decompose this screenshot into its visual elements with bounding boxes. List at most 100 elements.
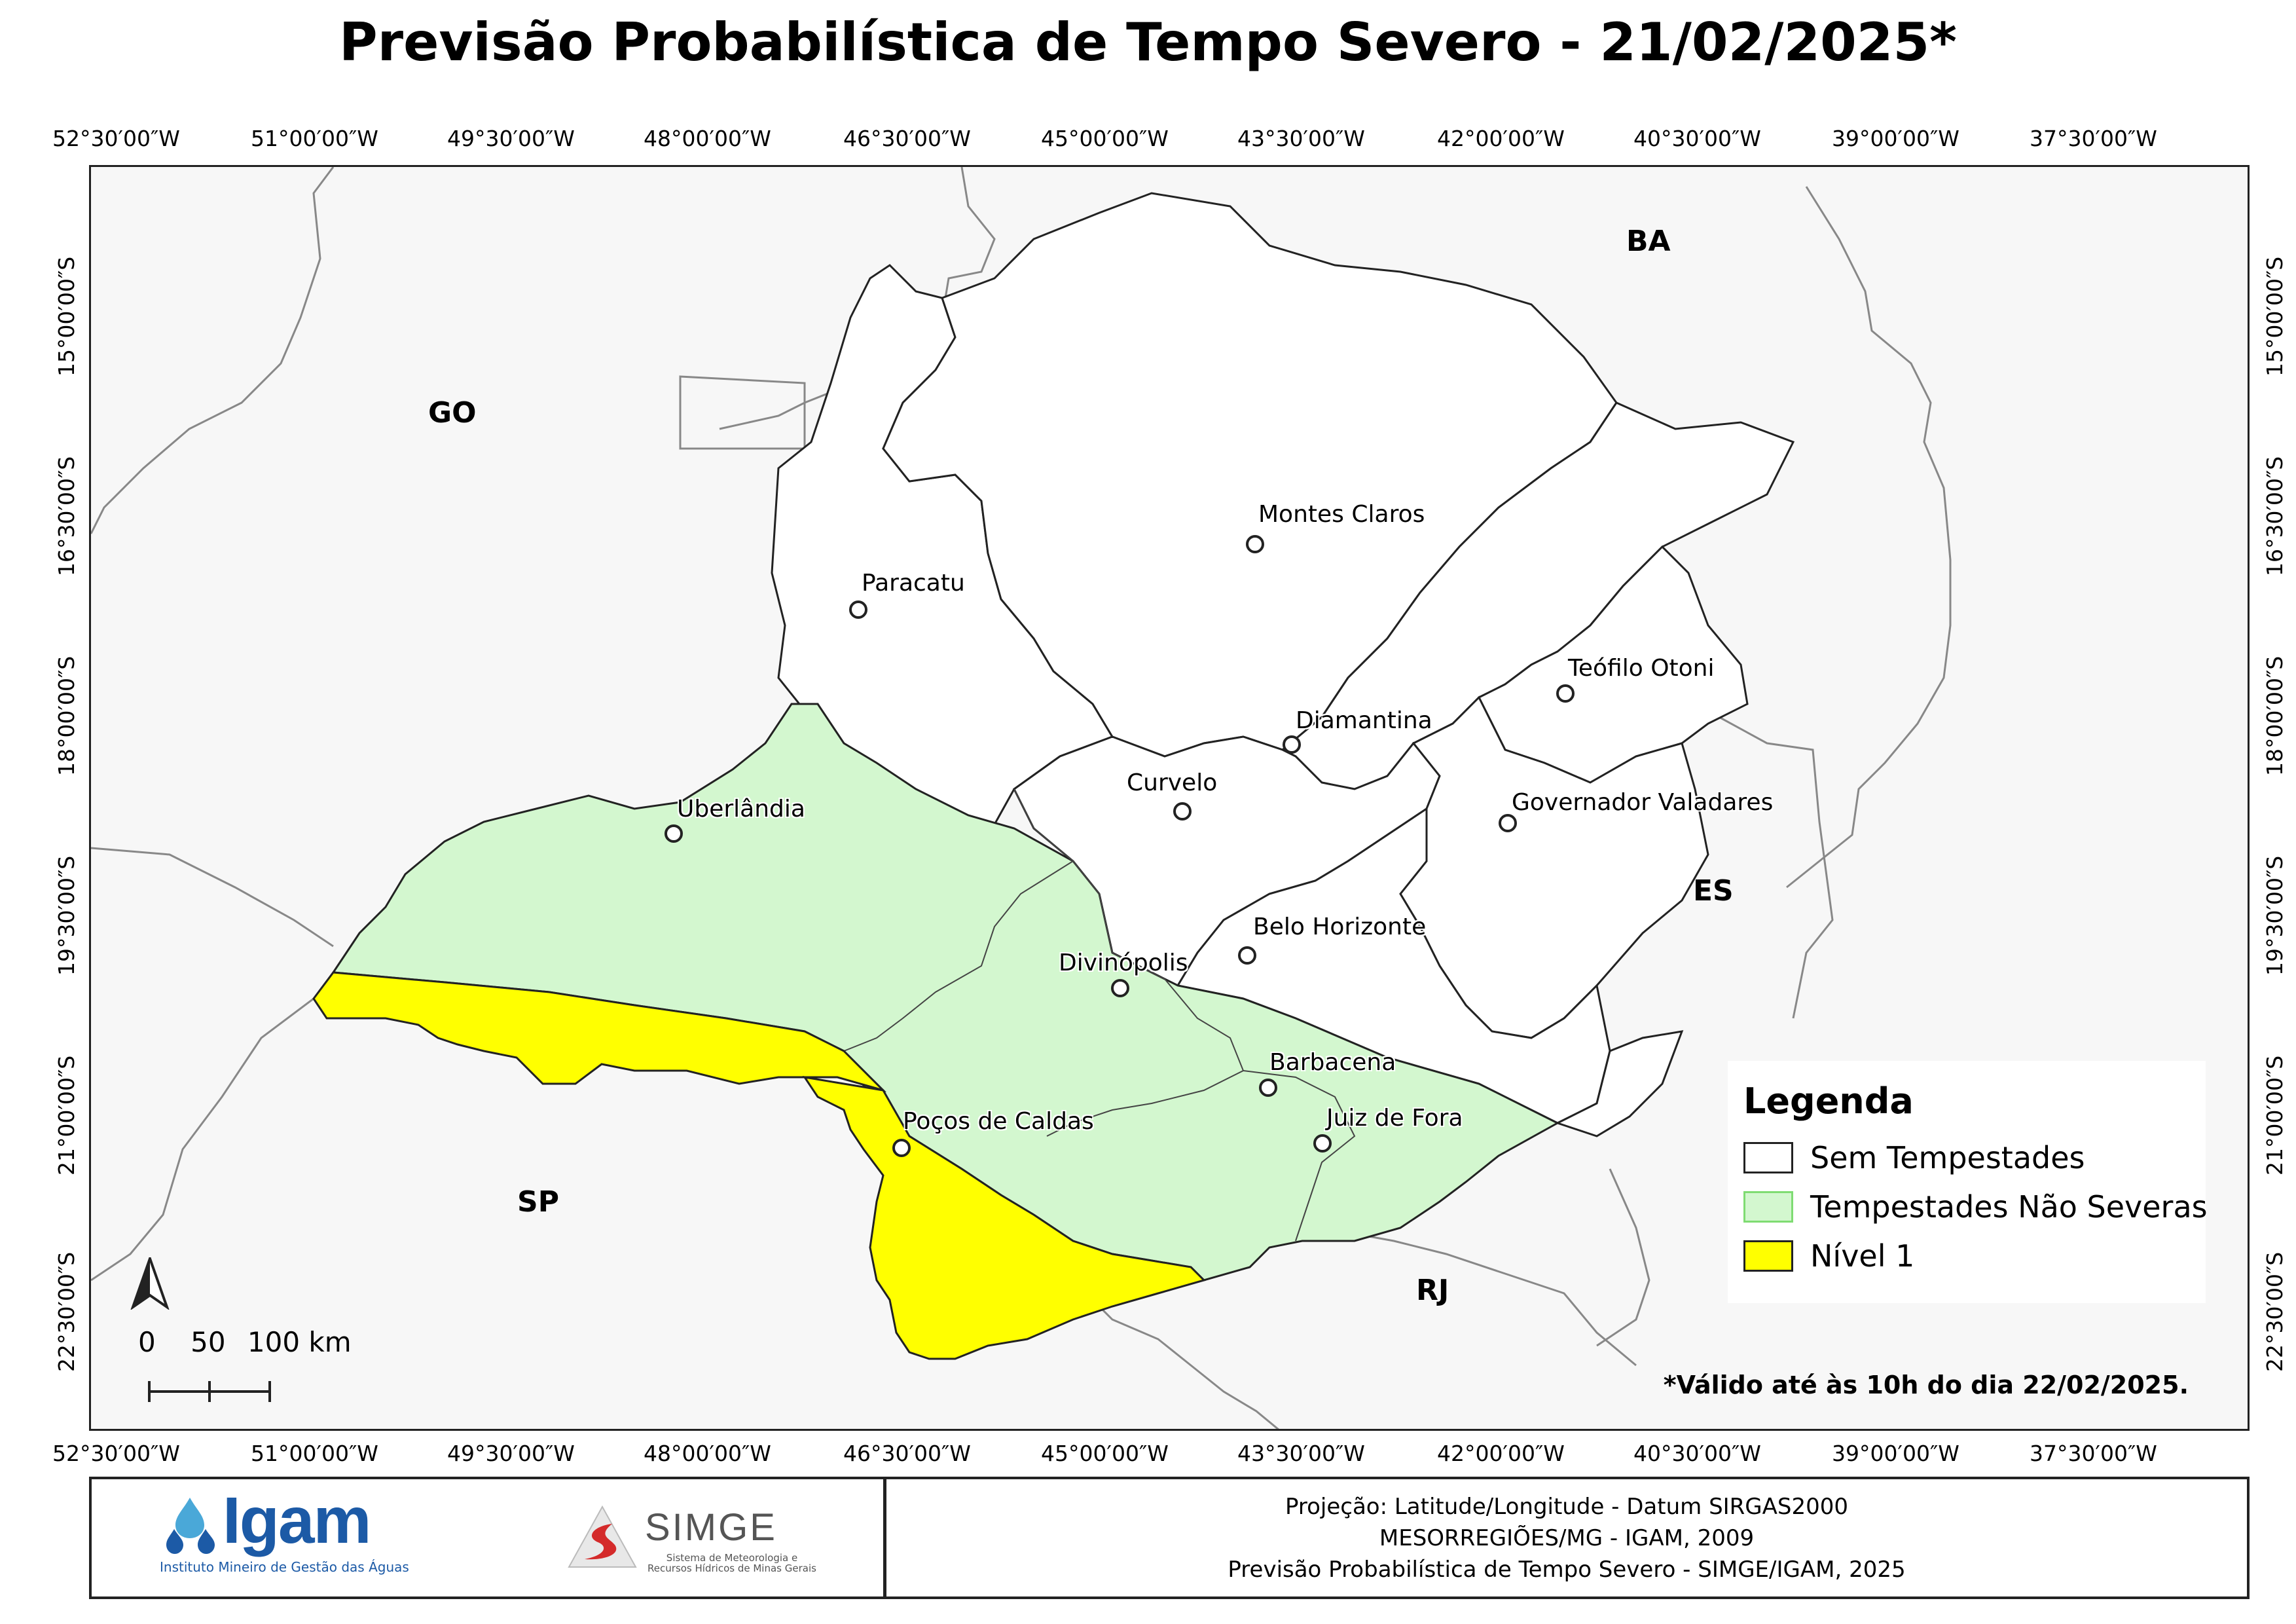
region-border-line <box>843 788 1074 1052</box>
lat-label-left: 16°30′00″S <box>54 456 79 576</box>
lon-label-bottom: 37°30′00″W <box>2030 1441 2157 1466</box>
state-border-line <box>1596 1168 1650 1347</box>
lon-label-bottom: 45°00′00″W <box>1041 1441 1169 1466</box>
igam-logo-icon <box>157 1492 223 1567</box>
state-label-ba: BA <box>1626 225 1671 258</box>
region-border-line <box>1046 860 1245 1137</box>
city-label-uberlandia: Uberlândia <box>677 796 805 822</box>
legend-label: Nível 1 <box>1810 1238 1915 1274</box>
state-label-go: GO <box>428 396 477 430</box>
lat-label-right: 21°00′00″S <box>2262 1055 2287 1175</box>
city-label-barbacena: Barbacena <box>1269 1049 1396 1076</box>
map-frame[interactable]: GO BA ES SP RJ Montes Claros Paracatu Te… <box>89 165 2250 1431</box>
green-interior-borders <box>843 788 1356 1242</box>
lon-label-bottom: 40°30′00″W <box>1633 1441 1761 1466</box>
simge-logo-icon <box>566 1504 638 1572</box>
city-label-teofilo-otoni: Teófilo Otoni <box>1568 655 1715 682</box>
legend-item: Sem Tempestades <box>1743 1139 2085 1176</box>
lon-label-top: 40°30′00″W <box>1633 126 1761 151</box>
city-marker <box>1111 979 1129 997</box>
lon-label-top: 48°00′00″W <box>644 126 771 151</box>
lon-label-top: 43°30′00″W <box>1237 126 1365 151</box>
scale-label-0: 0 <box>138 1326 156 1358</box>
city-marker <box>1283 735 1301 754</box>
lon-label-bottom: 42°00′00″W <box>1437 1441 1565 1466</box>
legend-swatch-white <box>1743 1142 1793 1173</box>
state-label-es: ES <box>1693 874 1734 908</box>
lat-label-left: 22°30′00″S <box>54 1251 79 1372</box>
city-marker <box>1313 1134 1332 1153</box>
state-border-line <box>91 997 314 1282</box>
legend-label: Sem Tempestades <box>1810 1140 2085 1175</box>
city-marker <box>1556 684 1575 703</box>
coast-line <box>1072 1279 1280 1429</box>
footer-logos: Igam Instituto Mineiro de Gestão das Águ… <box>89 1477 886 1599</box>
legend-swatch-yellow <box>1743 1240 1793 1272</box>
region-border-line <box>1243 1070 1356 1242</box>
lon-label-top: 49°30′00″W <box>447 126 575 151</box>
footer-mesorregioes: MESORREGIÕES/MG - IGAM, 2009 <box>1379 1525 1755 1551</box>
footer-projection: Projeção: Latitude/Longitude - Datum SIR… <box>1285 1494 1849 1520</box>
legend-item: Nível 1 <box>1743 1238 1914 1274</box>
scale-label-50: 50 <box>191 1326 226 1358</box>
city-marker <box>849 600 867 619</box>
city-marker <box>1259 1079 1277 1097</box>
state-label-rj: RJ <box>1416 1274 1449 1307</box>
legend-swatch-green <box>1743 1191 1793 1223</box>
city-label-diamantina: Diamantina <box>1296 707 1432 734</box>
city-label-juiz-de-fora: Juiz de Fora <box>1326 1105 1463 1132</box>
lon-label-top: 39°00′00″W <box>1832 126 1959 151</box>
city-marker <box>892 1139 911 1157</box>
lat-label-right: 19°30′00″S <box>2262 855 2287 976</box>
lat-label-right: 18°00′00″S <box>2262 655 2287 776</box>
lon-label-bottom: 51°00′00″W <box>251 1441 378 1466</box>
state-border-line <box>91 167 335 534</box>
lat-label-left: 15°00′00″S <box>54 256 79 377</box>
city-marker <box>1173 802 1192 821</box>
state-label-sp: SP <box>517 1185 559 1219</box>
lon-label-top: 42°00′00″W <box>1437 126 1565 151</box>
lat-label-left: 21°00′00″S <box>54 1055 79 1175</box>
city-label-curvelo: Curvelo <box>1127 769 1218 796</box>
igam-wordmark: Igam <box>223 1484 371 1557</box>
footer-source: Previsão Probabilística de Tempo Severo … <box>1228 1557 1906 1583</box>
lon-label-bottom: 49°30′00″W <box>447 1441 575 1466</box>
simge-subtitle: Sistema de Meteorologia e Recursos Hídri… <box>647 1552 816 1574</box>
scale-labels: 0 50 100 km <box>138 1326 352 1358</box>
state-border-line <box>1694 703 1834 1019</box>
legend: Legenda Sem Tempestades Tempestades Não … <box>1728 1061 2208 1303</box>
city-label-divinopolis: Divinópolis <box>1059 950 1188 976</box>
lat-label-right: 15°00′00″S <box>2262 256 2287 377</box>
lat-label-right: 16°30′00″S <box>2262 456 2287 576</box>
city-marker <box>1246 535 1264 553</box>
simge-wordmark: SIMGE <box>645 1506 777 1549</box>
lon-label-bottom: 39°00′00″W <box>1832 1441 1959 1466</box>
city-marker <box>1238 946 1256 965</box>
city-label-montes-claros: Montes Claros <box>1258 501 1425 528</box>
lon-label-top: 45°00′00″W <box>1041 126 1169 151</box>
coast-line <box>1786 186 1952 889</box>
igam-subtitle: Instituto Mineiro de Gestão das Águas <box>160 1559 409 1575</box>
state-border-line <box>91 847 334 948</box>
legend-title: Legenda <box>1743 1080 1914 1122</box>
region-triangulo-yellow <box>312 971 887 1093</box>
lon-label-bottom: 48°00′00″W <box>644 1441 771 1466</box>
validity-note: *Válido até às 10h do dia 22/02/2025. <box>1663 1371 2189 1399</box>
region-zona-mata-east <box>1555 1030 1684 1137</box>
mg-regions <box>771 192 1795 1137</box>
legend-label: Tempestades Não Severas <box>1810 1189 2208 1225</box>
lon-label-top: 46°30′00″W <box>843 126 971 151</box>
legend-item: Tempestades Não Severas <box>1743 1189 2208 1225</box>
city-label-belo-horizonte: Belo Horizonte <box>1253 913 1427 940</box>
lat-label-left: 18°00′00″S <box>54 655 79 776</box>
lon-label-top: 51°00′00″W <box>251 126 378 151</box>
lat-label-right: 22°30′00″S <box>2262 1251 2287 1372</box>
city-marker <box>1499 814 1517 832</box>
lat-label-left: 19°30′00″S <box>54 855 79 976</box>
city-label-pocos-de-caldas: Poços de Caldas <box>903 1108 1094 1135</box>
lon-label-bottom: 52°30′00″W <box>52 1441 180 1466</box>
city-label-paracatu: Paracatu <box>862 570 965 597</box>
lon-label-top: 52°30′00″W <box>52 126 180 151</box>
city-label-governador-valadares: Governador Valadares <box>1512 789 1774 816</box>
map-canvas <box>91 167 1952 1429</box>
